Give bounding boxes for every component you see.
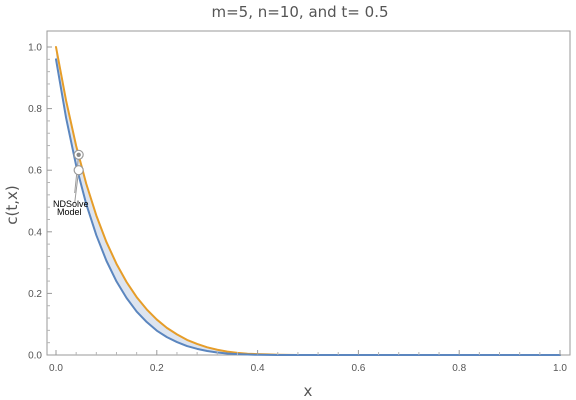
callout-label-ndsolve: NDSolve [53,199,89,209]
x-axis-ticks: 0.0 0.2 0.4 0.6 0.8 1.0 [49,350,567,374]
x-tick-label: 0.4 [251,363,265,374]
y-tick-label: 0.8 [28,104,42,115]
chart-title: m=5, n=10, and t= 0.5 [211,3,388,21]
fill-between-region [56,47,560,355]
x-tick-label: 0.0 [49,363,63,374]
callout-marker-ndsolve-dot [76,152,81,157]
y-axis-ticks: 0.0 0.2 0.4 0.6 0.8 1.0 [28,43,52,362]
x-axis-label: x [304,382,313,400]
callout-leader-model [74,170,80,204]
series-lines [55,46,561,356]
series-line-ndsolve [55,46,561,356]
callout-marker-model [73,165,84,176]
y-axis-label: c(t,x) [3,185,21,224]
fill-between-area [56,47,560,355]
x-tick-label: 1.0 [553,363,567,374]
plot-border [46,30,571,356]
x-tick-label: 0.8 [452,363,466,374]
x-tick-label: 0.2 [150,363,164,374]
callout-label-model: Model [57,207,82,217]
y-tick-label: 1.0 [28,43,42,54]
plot-frame [46,30,571,356]
y-tick-label: 0.4 [28,227,42,238]
y-tick-label: 0.6 [28,166,42,177]
x-tick-label: 0.6 [351,363,365,374]
series-line-model [55,58,561,356]
y-tick-label: 0.0 [28,351,42,362]
y-tick-label: 0.2 [28,289,42,300]
